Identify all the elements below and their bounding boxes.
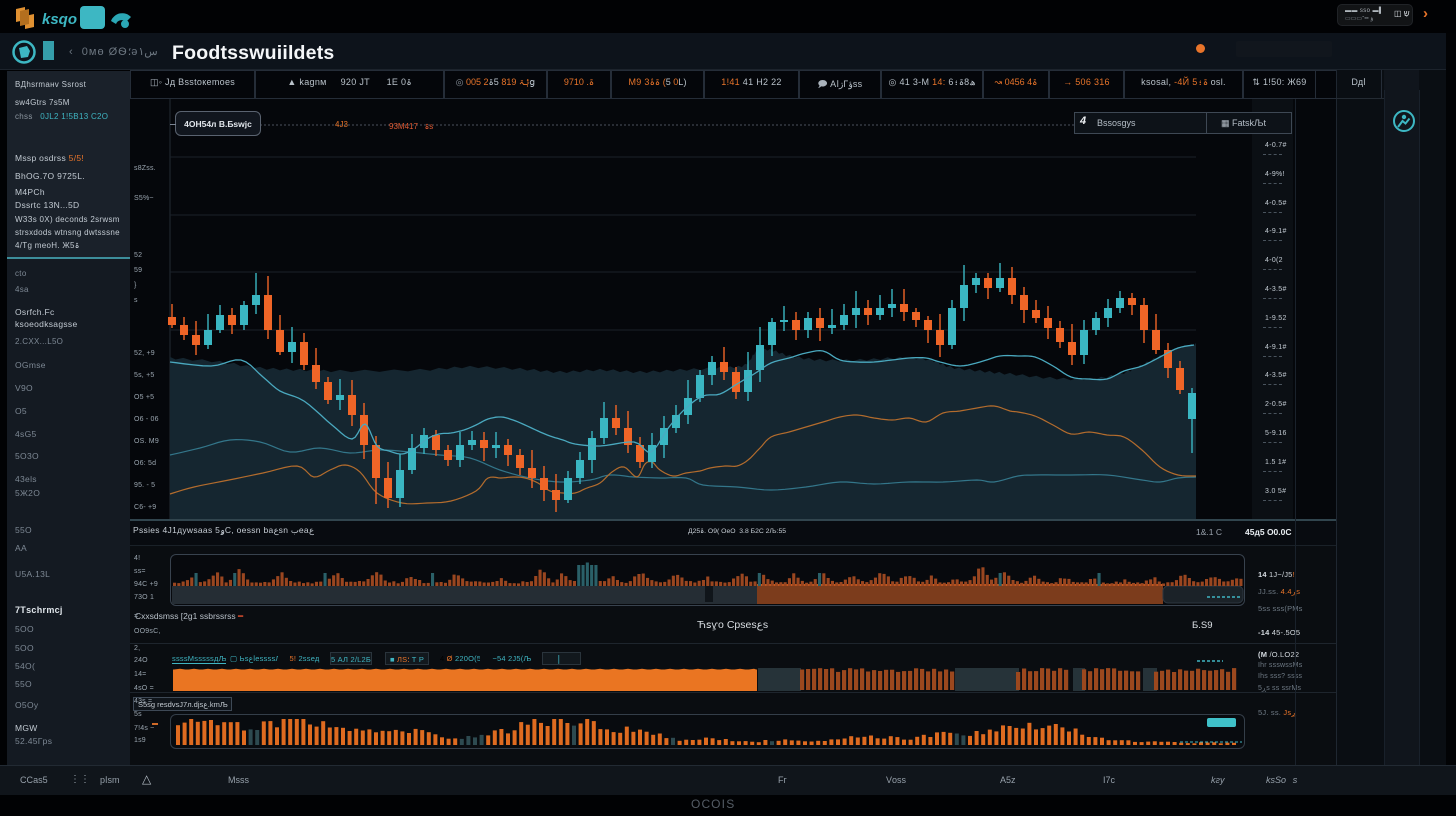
svg-text:ksqo: ksqo: [42, 11, 77, 28]
